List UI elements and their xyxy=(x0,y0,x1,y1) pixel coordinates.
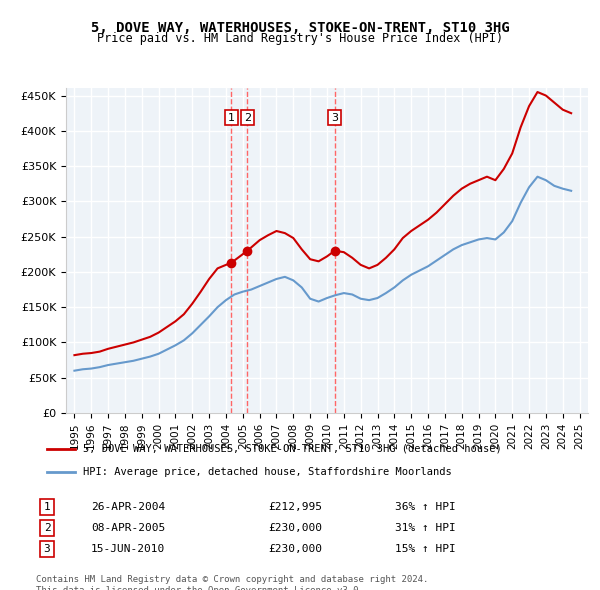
Text: £230,000: £230,000 xyxy=(268,544,322,554)
Text: 31% ↑ HPI: 31% ↑ HPI xyxy=(395,523,455,533)
Text: 26-APR-2004: 26-APR-2004 xyxy=(91,502,166,512)
Text: 36% ↑ HPI: 36% ↑ HPI xyxy=(395,502,455,512)
Text: HPI: Average price, detached house, Staffordshire Moorlands: HPI: Average price, detached house, Staf… xyxy=(83,467,452,477)
Text: Contains HM Land Registry data © Crown copyright and database right 2024.
This d: Contains HM Land Registry data © Crown c… xyxy=(36,575,428,590)
Text: 2: 2 xyxy=(44,523,50,533)
Text: 1: 1 xyxy=(228,113,235,123)
Text: 15% ↑ HPI: 15% ↑ HPI xyxy=(395,544,455,554)
Text: 08-APR-2005: 08-APR-2005 xyxy=(91,523,166,533)
Text: 2: 2 xyxy=(244,113,251,123)
Text: £230,000: £230,000 xyxy=(268,523,322,533)
Text: 15-JUN-2010: 15-JUN-2010 xyxy=(91,544,166,554)
Text: 3: 3 xyxy=(331,113,338,123)
Text: £212,995: £212,995 xyxy=(268,502,322,512)
Text: 5, DOVE WAY, WATERHOUSES, STOKE-ON-TRENT, ST10 3HG: 5, DOVE WAY, WATERHOUSES, STOKE-ON-TRENT… xyxy=(91,21,509,35)
Text: 3: 3 xyxy=(44,544,50,554)
Text: 5, DOVE WAY, WATERHOUSES, STOKE-ON-TRENT, ST10 3HG (detached house): 5, DOVE WAY, WATERHOUSES, STOKE-ON-TRENT… xyxy=(83,444,502,454)
Text: 1: 1 xyxy=(44,502,50,512)
Text: Price paid vs. HM Land Registry's House Price Index (HPI): Price paid vs. HM Land Registry's House … xyxy=(97,32,503,45)
